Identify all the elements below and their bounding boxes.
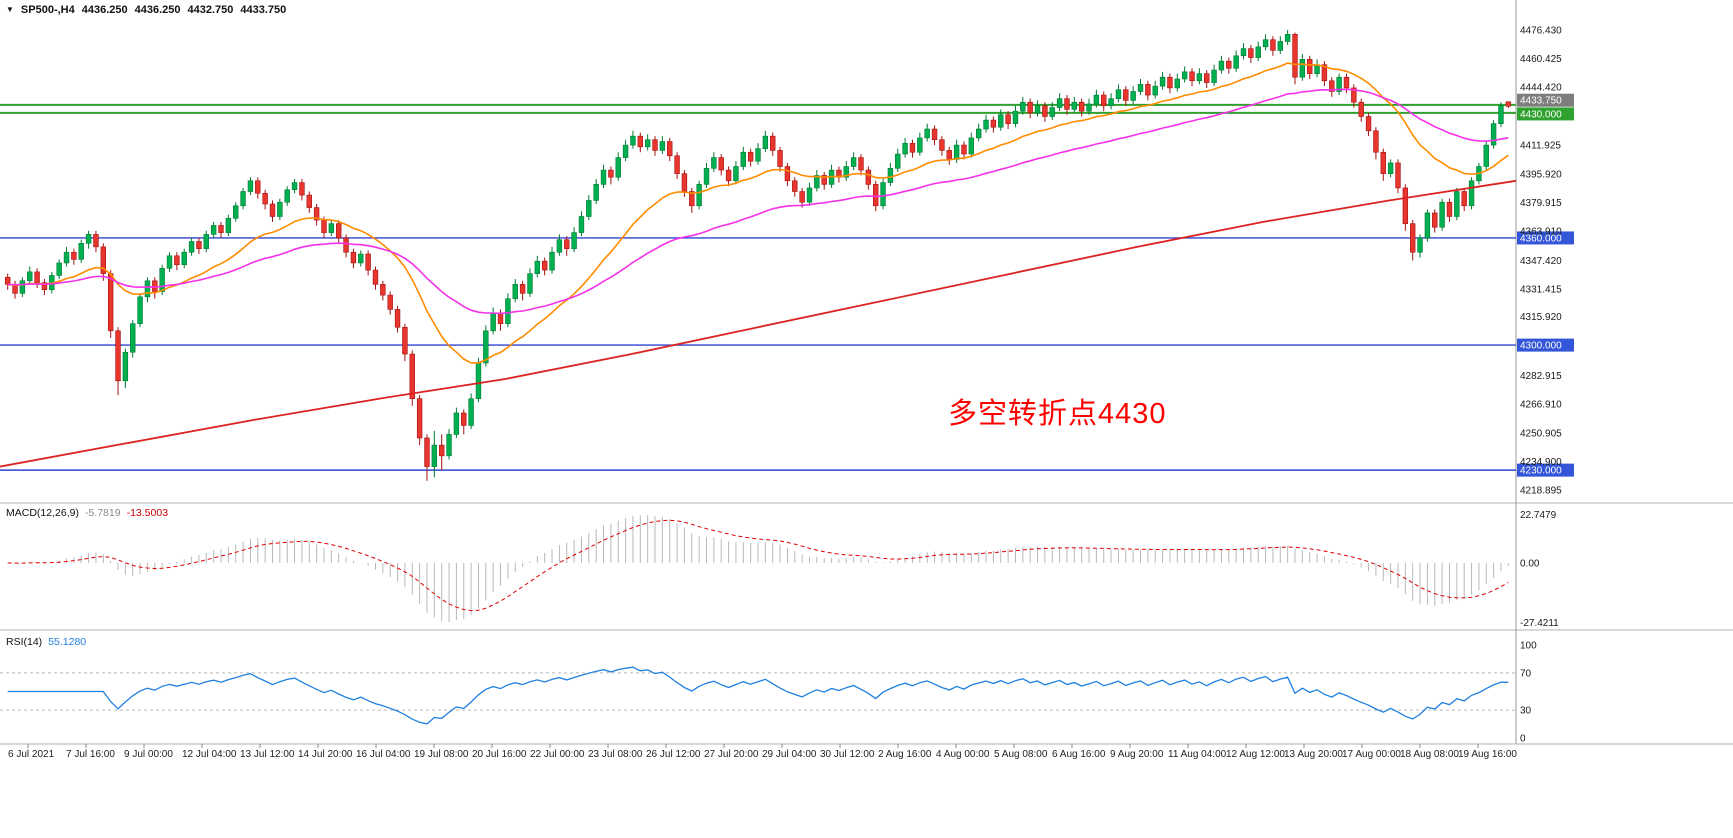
time-axis-label: 6 Aug 16:00 xyxy=(1052,749,1106,760)
price-axis-label: 4282.915 xyxy=(1520,371,1562,382)
price-axis-label: 4395.920 xyxy=(1520,169,1562,180)
macd-name: MACD(12,26,9) xyxy=(6,507,79,519)
time-axis-label: 6 Jul 2021 xyxy=(8,749,55,760)
ma-fast-line xyxy=(7,62,1509,364)
rsi-indicator-label: RSI(14) 55.1280 xyxy=(6,636,86,648)
svg-text:4300.000: 4300.000 xyxy=(1520,341,1562,352)
macd-signal-value: -13.5003 xyxy=(126,507,169,519)
time-axis-label: 7 Jul 16:00 xyxy=(66,749,115,760)
time-axis-label: 16 Jul 04:00 xyxy=(356,749,411,760)
time-axis-label: 17 Aug 00:00 xyxy=(1342,749,1401,760)
time-axis[interactable] xyxy=(0,744,1516,774)
price-tag: 4300.000 xyxy=(1517,338,1574,352)
price-axis-label: 4363.910 xyxy=(1520,226,1562,237)
ma-medium-line xyxy=(7,88,1509,315)
chart-annotation[interactable]: 多空转折点4430 xyxy=(948,398,1167,430)
macd-main-value: -5.7819 xyxy=(84,507,121,519)
symbol-info: ▼ SP500-,H4 4436.250 4436.250 4432.750 4… xyxy=(6,4,286,16)
time-axis-label: 12 Jul 04:00 xyxy=(182,749,237,760)
macd-axis-label: -27.4211 xyxy=(1520,618,1559,629)
price-axis-label: 4234.900 xyxy=(1520,457,1562,468)
ohlc-close-value: 4433.750 xyxy=(240,4,287,16)
price-axis-label: 4266.910 xyxy=(1520,400,1562,411)
rsi-axis-label: 30 xyxy=(1520,706,1532,717)
price-tag: 4360.000 xyxy=(1517,231,1574,245)
price-axis-label: 4315.920 xyxy=(1520,312,1562,323)
time-axis-label: 13 Jul 12:00 xyxy=(240,749,295,760)
price-axis-label: 4347.420 xyxy=(1520,256,1562,267)
svg-text:4430.000: 4430.000 xyxy=(1520,109,1562,120)
time-axis-label: 12 Aug 12:00 xyxy=(1226,749,1285,760)
svg-text:4433.750: 4433.750 xyxy=(1520,96,1562,107)
ohlc-high-value: 4436.250 xyxy=(134,4,181,16)
price-axis-label: 4476.430 xyxy=(1520,26,1562,37)
svg-text:4230.000: 4230.000 xyxy=(1520,466,1562,477)
time-axis-label: 19 Jul 08:00 xyxy=(414,749,469,760)
time-axis-label: 22 Jul 00:00 xyxy=(530,749,585,760)
time-axis-label: 29 Jul 04:00 xyxy=(762,749,817,760)
price-axis[interactable] xyxy=(1516,0,1733,744)
price-tag: 4230.000 xyxy=(1517,463,1574,477)
time-axis-label: 5 Aug 08:00 xyxy=(994,749,1048,760)
time-axis-label: 2 Aug 16:00 xyxy=(878,749,932,760)
price-axis-label: 4218.895 xyxy=(1520,485,1562,496)
rsi-axis-label: 70 xyxy=(1520,668,1532,679)
price-axis-label: 4250.905 xyxy=(1520,428,1562,439)
time-axis-label: 9 Jul 00:00 xyxy=(124,749,173,760)
rsi-name: RSI(14) xyxy=(6,636,43,648)
rsi-axis-label: 100 xyxy=(1520,641,1537,652)
chart-plot-area[interactable] xyxy=(0,0,1516,503)
price-axis-label: 4379.915 xyxy=(1520,198,1562,209)
time-axis-label: 4 Aug 00:00 xyxy=(936,749,990,760)
time-axis-label: 19 Aug 16:00 xyxy=(1458,749,1517,760)
time-axis-label: 11 Aug 04:00 xyxy=(1168,749,1227,760)
time-axis-label: 13 Aug 20:00 xyxy=(1284,749,1343,760)
macd-histogram xyxy=(14,514,1509,622)
ohlc-low-value: 4432.750 xyxy=(187,4,234,16)
symbol-period-label: SP500-,H4 xyxy=(20,4,75,16)
time-axis-label: 26 Jul 12:00 xyxy=(646,749,701,760)
candlestick-series xyxy=(4,30,1512,481)
time-axis-label: 14 Jul 20:00 xyxy=(298,749,353,760)
price-axis-label: 4460.425 xyxy=(1520,54,1562,65)
price-axis-label: 4444.420 xyxy=(1520,83,1562,94)
macd-axis-label: 22.7479 xyxy=(1520,510,1557,521)
price-tag: 4433.750 xyxy=(1517,93,1574,107)
collapse-icon[interactable]: ▼ xyxy=(6,5,14,14)
ma-slow-line xyxy=(0,179,1517,468)
rsi-axis-label: 0 xyxy=(1520,734,1526,745)
time-axis-label: 20 Jul 16:00 xyxy=(472,749,527,760)
price-axis-label: 4411.925 xyxy=(1520,141,1561,152)
time-axis-label: 18 Aug 08:00 xyxy=(1400,749,1459,760)
macd-indicator-label: MACD(12,26,9) -5.7819 -13.5003 xyxy=(6,507,168,519)
rsi-line xyxy=(7,666,1509,725)
macd-signal-line xyxy=(7,519,1509,612)
time-axis-label: 9 Aug 20:00 xyxy=(1110,749,1164,760)
price-tag: 4430.000 xyxy=(1517,107,1574,121)
time-axis-label: 23 Jul 08:00 xyxy=(588,749,643,760)
price-axis-label: 4331.415 xyxy=(1520,284,1562,295)
macd-axis-label: 0.00 xyxy=(1520,558,1540,569)
time-axis-label: 30 Jul 12:00 xyxy=(820,749,875,760)
rsi-value: 55.1280 xyxy=(48,636,87,648)
svg-text:4360.000: 4360.000 xyxy=(1520,233,1562,244)
time-axis-label: 27 Jul 20:00 xyxy=(704,749,759,760)
ohlc-open-value: 4436.250 xyxy=(81,4,128,16)
